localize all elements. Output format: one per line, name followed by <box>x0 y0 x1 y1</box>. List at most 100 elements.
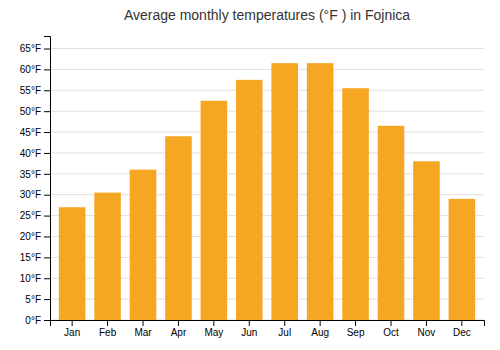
y-tick: 5°F <box>25 294 50 305</box>
x-tick-mark <box>107 320 108 326</box>
y-tick-mark <box>44 111 50 112</box>
y-tick-label: 45°F <box>20 127 41 138</box>
x-tick: Oct <box>383 320 399 338</box>
y-tick-mark <box>44 132 50 133</box>
bar <box>413 161 440 320</box>
x-tick: Jan <box>64 320 80 338</box>
y-axis-line <box>44 37 51 321</box>
bar <box>94 193 121 320</box>
y-tick: 25°F <box>20 210 50 221</box>
x-tick: Aug <box>311 320 329 338</box>
x-tick: Jul <box>278 320 291 338</box>
x-axis: Jan Feb Mar Apr May Jun Jul Aug Sep Oct Nov Dec <box>51 320 485 338</box>
y-tick: 10°F <box>20 273 50 284</box>
x-tick-label: Oct <box>383 327 399 338</box>
grid-line <box>50 69 484 70</box>
title: Average monthly temperatures (°F ) in Fo… <box>124 7 410 23</box>
bar <box>201 101 228 320</box>
y-tick-label: 0°F <box>25 315 41 326</box>
grid <box>50 49 484 320</box>
x-tick-label: Jul <box>278 327 291 338</box>
x-tick-label: Sep <box>347 327 365 338</box>
y-tick-mark <box>44 153 50 154</box>
bar <box>271 63 298 320</box>
x-tick-label: Apr <box>171 327 187 338</box>
grid-line <box>50 48 484 49</box>
x-tick-mark <box>426 320 427 326</box>
x-tick-label: Mar <box>134 327 152 338</box>
x-tick-label: Jan <box>64 327 80 338</box>
x-tick-mark <box>461 320 462 326</box>
y-axis: 0°F 5°F 10°F 15°F 20°F 25°F 30°F 35°F 40°F 45°F 50… <box>20 37 51 326</box>
y-tick-label: 65°F <box>20 43 41 54</box>
x-tick-mark <box>213 320 214 326</box>
bar <box>236 80 263 320</box>
bars <box>59 63 475 320</box>
bar <box>378 126 405 320</box>
bar <box>130 170 157 320</box>
x-tick-mark <box>355 320 356 326</box>
y-tick: 0°F <box>25 315 50 326</box>
bar <box>307 63 334 320</box>
y-tick: 20°F <box>20 231 50 242</box>
y-tick-label: 60°F <box>20 64 41 75</box>
y-tick: 45°F <box>20 127 50 138</box>
x-tick: Feb <box>99 320 117 338</box>
bar <box>59 207 86 320</box>
x-tick: Jun <box>241 320 257 338</box>
x-tick-mark <box>320 320 321 326</box>
y-tick: 15°F <box>20 252 50 263</box>
x-tick: Sep <box>347 320 365 338</box>
bar <box>342 88 369 320</box>
y-tick: 35°F <box>20 169 50 180</box>
x-tick-mark <box>178 320 179 326</box>
x-tick-mark <box>284 320 285 326</box>
x-tick: Mar <box>134 320 152 338</box>
plot: Jan Feb Mar Apr May Jun Jul Aug Sep Oct Nov Dec 0°F 5… <box>20 37 485 339</box>
y-tick: 30°F <box>20 189 50 200</box>
y-tick-label: 15°F <box>20 252 41 263</box>
y-tick-mark <box>44 216 50 217</box>
x-tick-mark <box>391 320 392 326</box>
x-tick-mark <box>249 320 250 326</box>
y-tick: 55°F <box>20 85 50 96</box>
bar <box>165 136 192 320</box>
x-tick: Nov <box>418 320 436 338</box>
y-tick-mark <box>44 90 50 91</box>
x-tick-mark <box>143 320 144 326</box>
x-axis-line <box>51 321 485 327</box>
y-tick-label: 25°F <box>20 210 41 221</box>
y-tick-label: 55°F <box>20 85 41 96</box>
y-tick-label: 40°F <box>20 148 41 159</box>
x-tick: Dec <box>453 320 471 338</box>
y-tick-label: 5°F <box>25 294 41 305</box>
grid-line <box>50 152 484 153</box>
x-tick: May <box>204 320 223 338</box>
y-tick-mark <box>44 278 50 279</box>
x-tick-mark <box>72 320 73 326</box>
bar <box>449 199 476 320</box>
grid-line <box>50 132 484 133</box>
x-tick-label: Nov <box>418 327 436 338</box>
y-tick-label: 20°F <box>20 231 41 242</box>
y-tick-mark <box>44 195 50 196</box>
x-tick-label: Jun <box>241 327 257 338</box>
grid-line <box>50 111 484 112</box>
x-tick-label: Aug <box>311 327 329 338</box>
y-tick-mark <box>44 236 50 237</box>
y-tick-mark <box>44 69 50 70</box>
x-tick-label: Dec <box>453 327 471 338</box>
y-tick-mark <box>44 49 50 50</box>
chart: Jan Feb Mar Apr May Jun Jul Aug Sep Oct Nov Dec 0°F 5… <box>0 0 500 350</box>
x-tick: Apr <box>171 320 187 338</box>
y-tick: 65°F <box>20 43 50 54</box>
y-tick-label: 35°F <box>20 169 41 180</box>
y-tick-mark <box>44 257 50 258</box>
y-tick-mark <box>44 174 50 175</box>
y-tick-mark <box>44 299 50 300</box>
y-tick: 60°F <box>20 64 50 75</box>
y-tick: 40°F <box>20 148 50 159</box>
y-tick-label: 50°F <box>20 106 41 117</box>
x-tick-label: May <box>204 327 223 338</box>
y-tick-mark <box>44 320 50 321</box>
